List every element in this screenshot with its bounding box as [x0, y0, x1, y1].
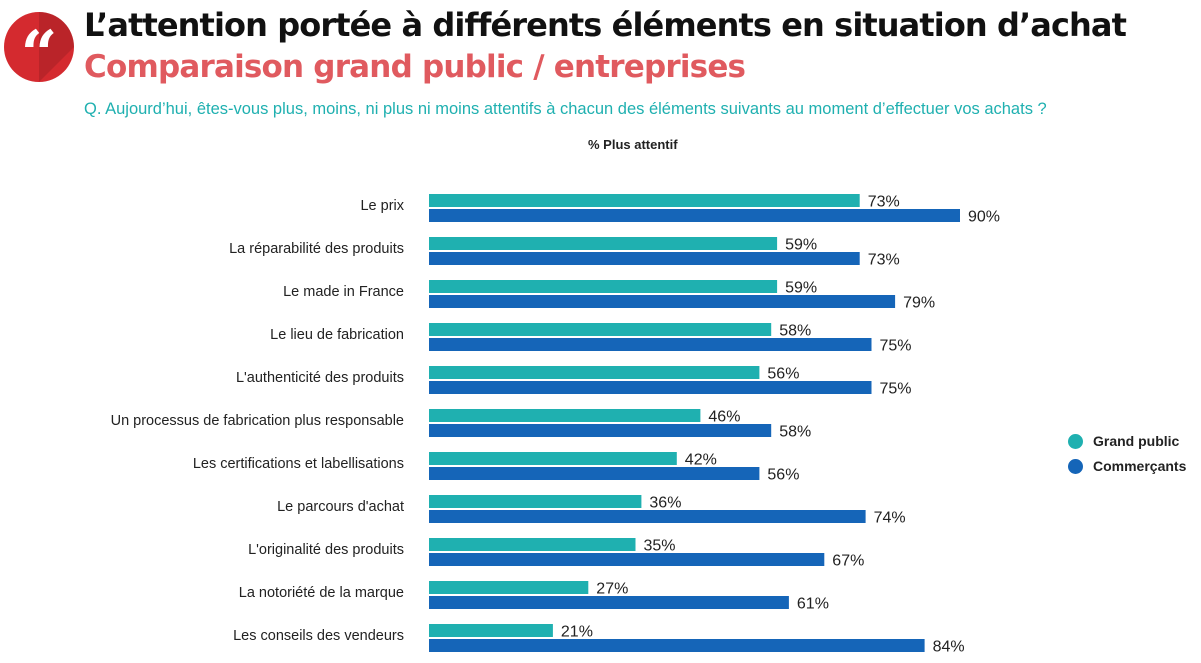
- quote-glyph: “: [21, 17, 58, 84]
- bar-commer-ants: [429, 467, 760, 480]
- data-label-commer-ants: 90%: [968, 209, 1000, 226]
- data-label-commer-ants: 58%: [779, 424, 811, 441]
- bar-grand-public: [429, 280, 778, 293]
- data-label-grand-public: 59%: [785, 280, 817, 297]
- data-label-commer-ants: 61%: [797, 596, 829, 613]
- data-label-grand-public: 56%: [767, 366, 799, 383]
- data-label-commer-ants: 56%: [767, 467, 799, 484]
- category-label: Le parcours d'achat: [277, 499, 404, 515]
- data-label-commer-ants: 79%: [903, 295, 935, 312]
- data-label-commer-ants: 73%: [868, 252, 900, 269]
- data-label-commer-ants: 74%: [874, 510, 906, 527]
- legend-item-grand-public: Grand public: [1068, 433, 1179, 449]
- category-label: Les certifications et labellisations: [193, 456, 404, 472]
- category-label: Le prix: [360, 198, 404, 214]
- bar-commer-ants: [429, 639, 925, 652]
- bar-grand-public: [429, 538, 636, 551]
- bar-grand-public: [429, 624, 553, 637]
- measure-label: % Plus attentif: [588, 137, 678, 152]
- survey-question: Q. Aujourd’hui, êtes-vous plus, moins, n…: [84, 100, 1047, 118]
- category-label: L'originalité des produits: [248, 542, 404, 558]
- page-title: L’attention portée à différents éléments…: [84, 6, 1127, 44]
- data-label-commer-ants: 84%: [933, 639, 965, 656]
- bar-grand-public: [429, 366, 760, 379]
- category-label: Les conseils des vendeurs: [233, 628, 404, 644]
- quote-icon: “: [4, 12, 74, 92]
- data-label-grand-public: 59%: [785, 237, 817, 254]
- legend-label-grand-public: Grand public: [1093, 433, 1180, 449]
- data-label-commer-ants: 67%: [832, 553, 864, 570]
- data-label-commer-ants: 75%: [880, 338, 912, 355]
- data-label-grand-public: 42%: [685, 452, 717, 469]
- quote-badge-circle: [4, 12, 74, 82]
- data-label-grand-public: 58%: [779, 323, 811, 340]
- quote-badge: “: [2, 10, 76, 92]
- page-subtitle: Comparaison grand public / entreprises: [84, 49, 746, 85]
- category-label: Le made in France: [283, 284, 404, 300]
- data-label-commer-ants: 75%: [880, 381, 912, 398]
- bar-commer-ants: [429, 553, 825, 566]
- category-label: La notoriété de la marque: [239, 585, 404, 601]
- legend-item-commercants: Commerçants: [1068, 458, 1186, 474]
- category-label: La réparabilité des produits: [229, 241, 404, 257]
- bar-grand-public: [429, 409, 701, 422]
- data-label-grand-public: 21%: [561, 624, 593, 641]
- bar-grand-public: [429, 581, 589, 594]
- legend-swatch-grand-public: [1068, 433, 1083, 449]
- legend-swatch-commercants: [1068, 458, 1083, 474]
- quote-badge-shadow: [39, 12, 74, 82]
- bar-commer-ants: [429, 338, 872, 351]
- bar-grand-public: [429, 452, 677, 465]
- data-label-grand-public: 35%: [644, 538, 676, 555]
- bar-grand-public: [429, 495, 642, 508]
- category-label: L'authenticité des produits: [236, 370, 404, 386]
- bar-grand-public: [429, 237, 778, 250]
- category-label: Un processus de fabrication plus respons…: [111, 413, 404, 429]
- data-label-grand-public: 73%: [868, 194, 900, 211]
- bar-commer-ants: [429, 209, 960, 222]
- category-label: Le lieu de fabrication: [270, 327, 404, 343]
- bar-commer-ants: [429, 510, 866, 523]
- bar-grand-public: [429, 194, 860, 207]
- bar-commer-ants: [429, 424, 772, 437]
- legend-label-commercants: Commerçants: [1093, 458, 1187, 474]
- bar-grand-public: [429, 323, 772, 336]
- data-label-grand-public: 36%: [649, 495, 681, 512]
- bar-commer-ants: [429, 381, 872, 394]
- bar-commer-ants: [429, 295, 896, 308]
- data-label-grand-public: 46%: [708, 409, 740, 426]
- data-label-grand-public: 27%: [596, 581, 628, 598]
- bar-commer-ants: [429, 596, 789, 609]
- bar-commer-ants: [429, 252, 860, 265]
